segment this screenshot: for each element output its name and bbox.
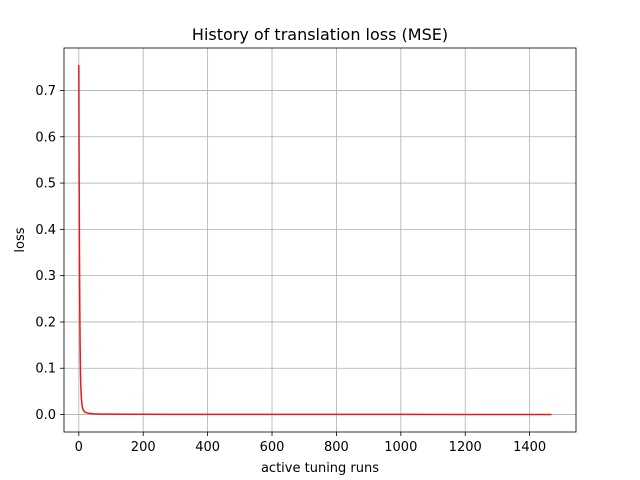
x-axis-label: active tuning runs (261, 461, 379, 476)
x-tick-label: 400 (195, 440, 220, 455)
x-ticks: 0 200 400 600 800 1000 1200 1400 (75, 432, 546, 455)
x-tick-label: 600 (260, 440, 285, 455)
series-layer (78, 64, 552, 416)
y-tick-label: 0.2 (35, 315, 56, 330)
y-tick-label: 0.6 (35, 130, 56, 145)
y-ticks: 0.0 0.1 0.2 0.3 0.4 0.5 0.6 0.7 (35, 84, 64, 423)
x-tick-label: 1000 (384, 440, 417, 455)
y-tick-label: 0.4 (35, 223, 56, 238)
x-tick-label: 800 (324, 440, 349, 455)
y-tick-label: 0.0 (35, 408, 56, 423)
y-tick-label: 0.1 (35, 362, 56, 377)
y-tick-label: 0.7 (35, 84, 56, 99)
y-tick-label: 0.5 (35, 177, 56, 192)
plot-frame (63, 47, 577, 433)
x-tick-label: 200 (131, 440, 156, 455)
y-tick-label: 0.3 (35, 269, 56, 284)
grid (64, 48, 576, 432)
loss-series-line (78, 64, 552, 416)
x-tick-label: 1400 (513, 440, 546, 455)
x-tick-label: 1200 (449, 440, 482, 455)
x-tick-label: 0 (75, 440, 83, 455)
y-axis-label: loss (13, 227, 28, 252)
chart-title: History of translation loss (MSE) (192, 25, 448, 44)
